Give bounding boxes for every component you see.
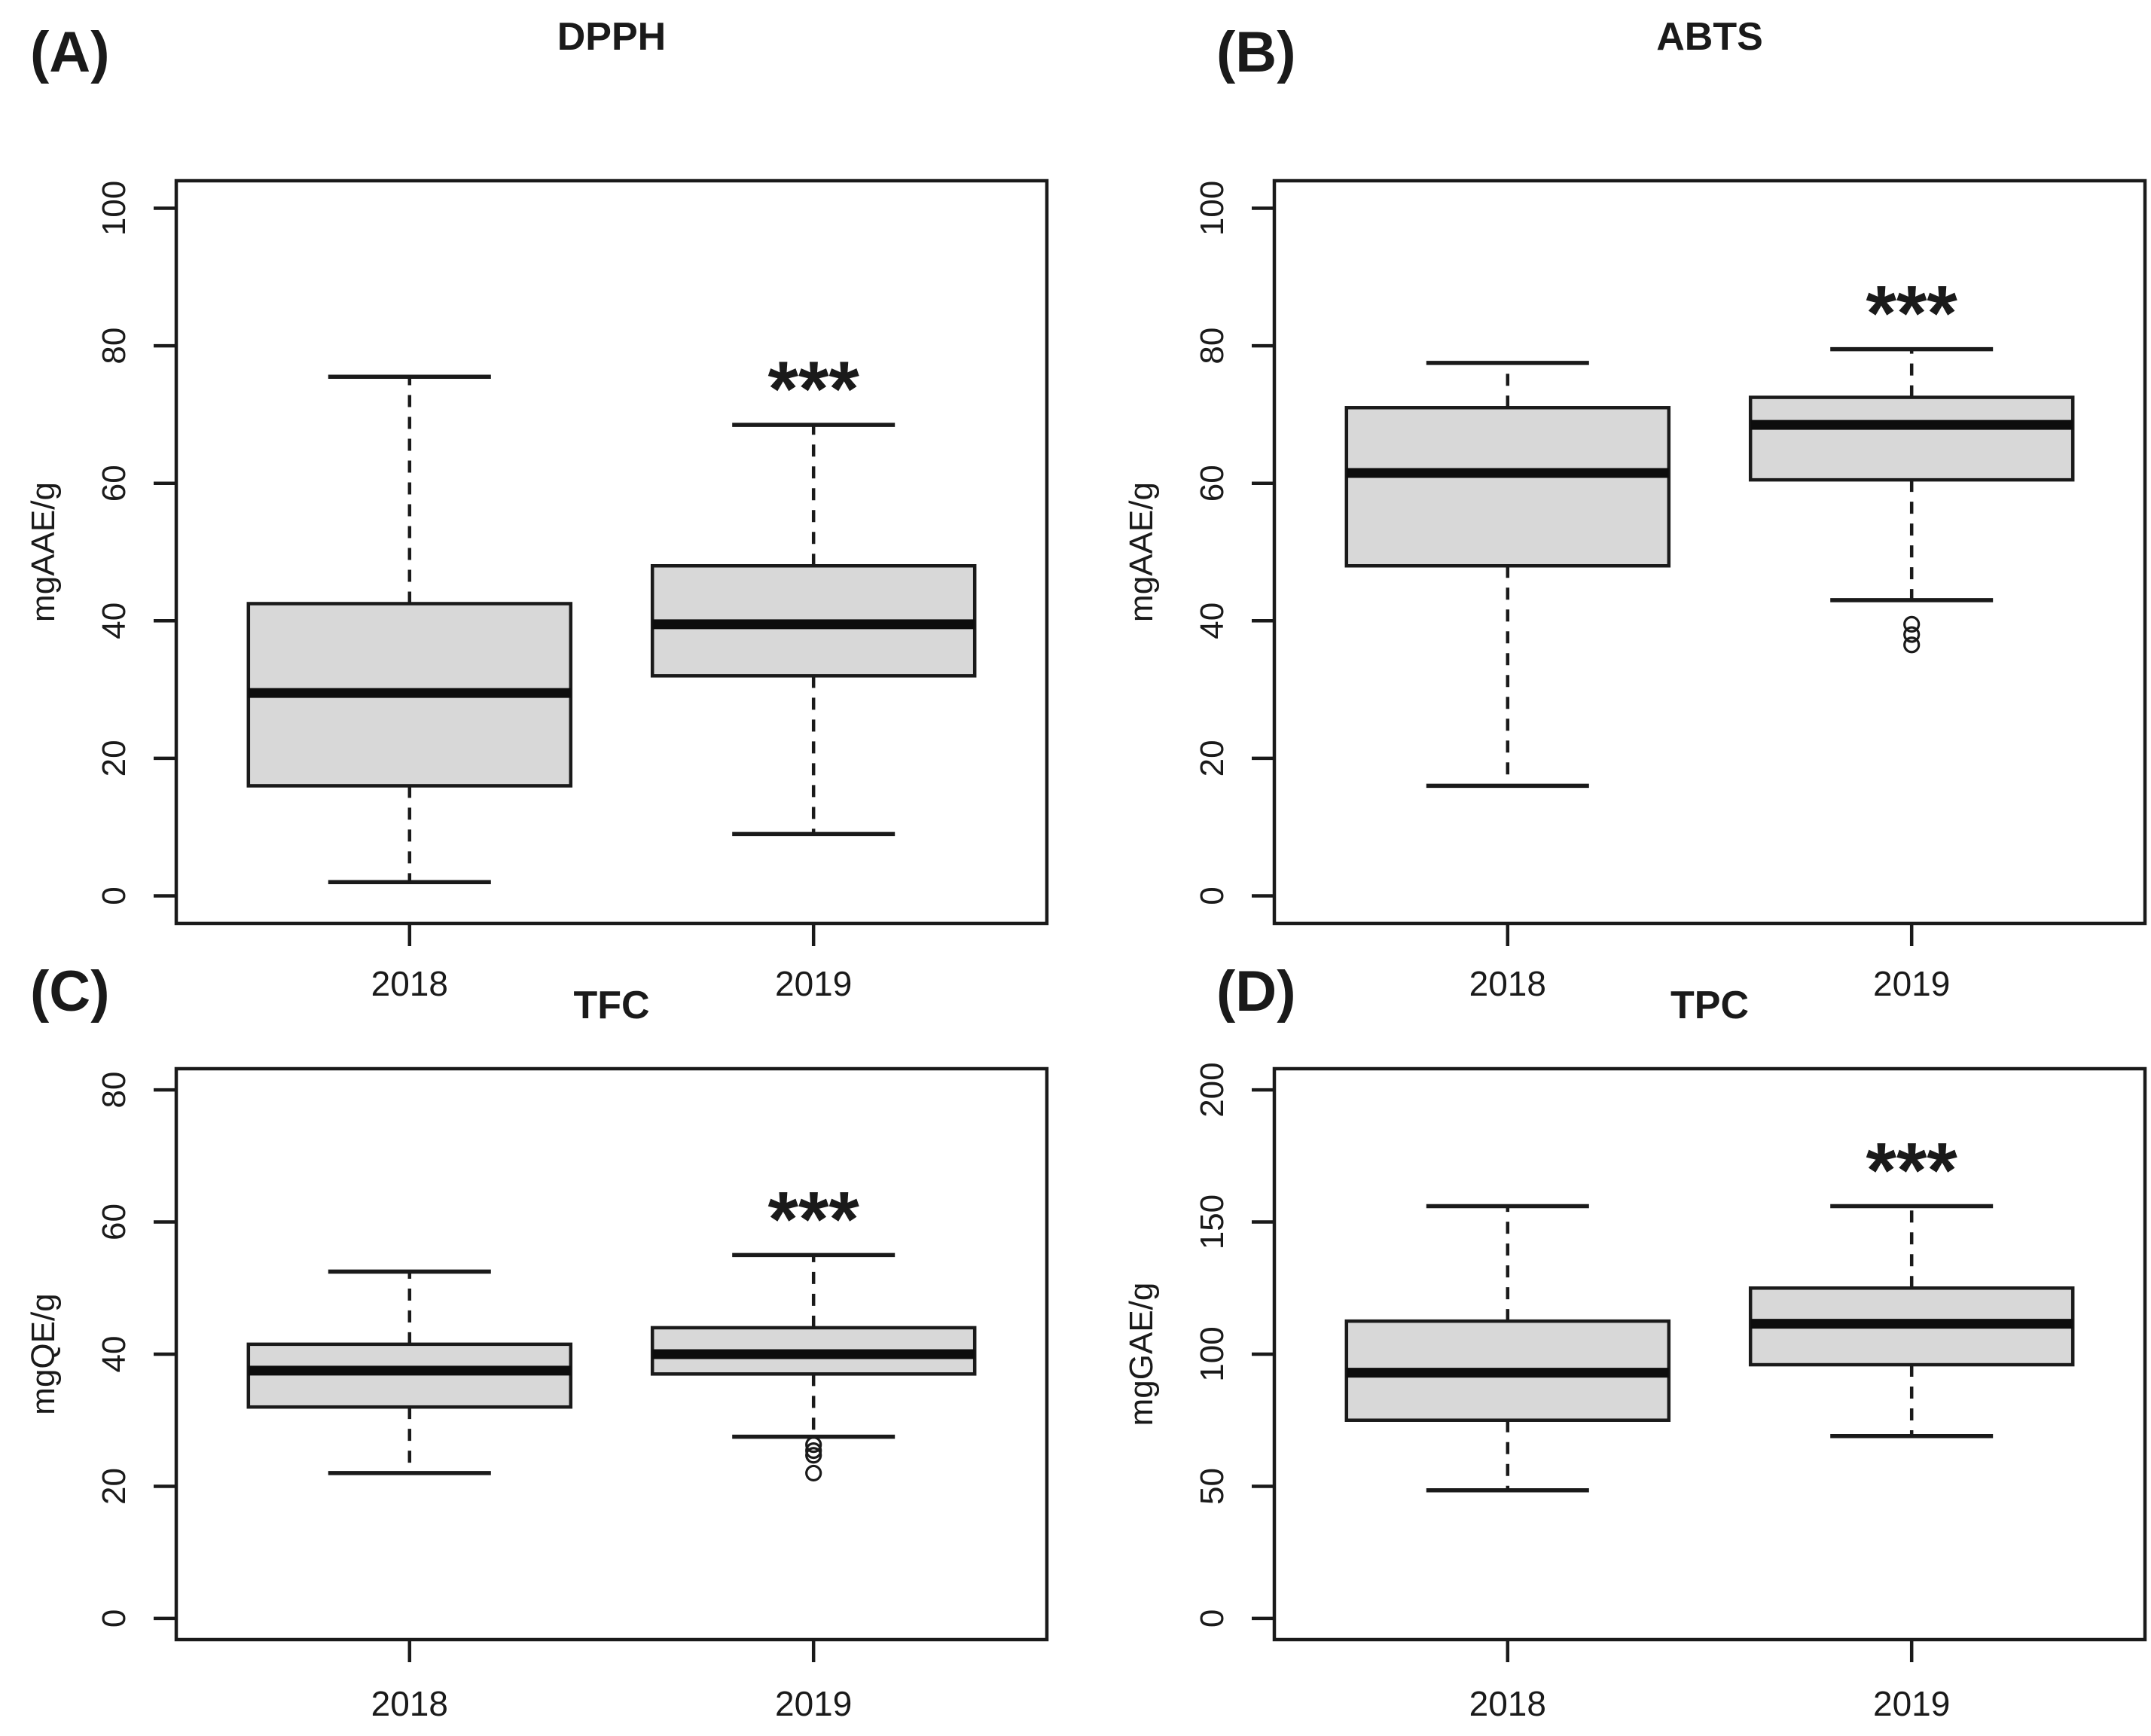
panel-label: (A) [30,20,110,84]
panel-title: TPC [1670,984,1749,1027]
y-tick-label: 20 [1194,740,1231,776]
significance-stars: *** [767,1176,859,1263]
y-tick-label: 0 [1194,886,1231,905]
panel-D: (D) TPC 0 50 100 150 200 mgGAE/g 2018 2019 *** [1123,960,2147,1723]
box-group-2018: 2018 [1344,1204,1671,1723]
significance-stars: *** [767,346,859,433]
iqr-box [1748,395,2075,482]
outlier-point [1903,636,1921,654]
y-tick-label: 80 [96,1072,133,1109]
panel-C: (C) TFC 0 20 40 60 80 mgQE/g 2018 2019 *** [25,960,1049,1723]
y-axis-label: mgAAE/g [1123,482,1160,622]
box-group-2019: 2019 *** [1748,270,2075,1003]
outlier-point [1903,615,1921,633]
y-axis-label: mgGAE/g [1123,1283,1160,1426]
panel-B: (B) ABTS 0 20 40 60 80 100 mgAAE/g 2018 2019 *** [1123,15,2147,1003]
x-tick-label: 2018 [371,964,448,1003]
x-tick-label: 2019 [1873,1684,1950,1723]
outlier-point [805,1447,822,1464]
box-group-2019: 2019 *** [650,1176,977,1723]
y-tick-label: 60 [96,1204,133,1240]
y-tick-label: 100 [1194,181,1231,236]
outlier-point [805,1464,822,1482]
plot-frame [1272,178,2147,926]
y-tick-label: 20 [96,1468,133,1505]
box-group-2019: 2019 *** [650,346,977,1003]
y-tick-label: 60 [96,465,133,502]
outlier-point [1903,626,1921,643]
y-tick-label: 40 [96,1336,133,1373]
panel-title: ABTS [1656,15,1763,59]
panel-label: (B) [1216,20,1296,84]
y-axis-label: mgAAE/g [25,482,62,622]
y-tick-label: 50 [1194,1468,1231,1505]
significance-stars: *** [1866,1127,1957,1214]
box-group-2018: 2018 [246,1269,573,1723]
outlier-point [805,1436,822,1454]
y-tick-label: 40 [96,603,133,639]
box-group-2019: 2019 *** [1748,1127,2075,1723]
y-tick-label: 40 [1194,603,1231,639]
iqr-box [1344,406,1671,568]
plot-frame [174,178,1049,926]
x-tick-label: 2019 [775,1684,852,1723]
y-tick-label: 0 [1194,1609,1231,1628]
iqr-box [246,1342,573,1409]
x-tick-label: 2018 [1469,1684,1546,1723]
y-tick-label: 80 [1194,328,1231,365]
y-axis-label: mgQE/g [25,1293,62,1414]
box-group-2018: 2018 [1344,361,1671,1003]
y-tick-label: 150 [1194,1194,1231,1249]
y-tick-label: 80 [96,328,133,365]
outlier-point [805,1442,822,1460]
y-tick-label: 100 [96,181,133,236]
y-tick-label: 20 [96,740,133,776]
significance-stars: *** [1866,270,1957,358]
y-tick-label: 0 [96,886,133,905]
x-tick-label: 2019 [1873,964,1950,1003]
y-tick-label: 0 [96,1609,133,1628]
x-tick-label: 2018 [1469,964,1546,1003]
box-group-2018: 2018 [246,374,573,1003]
x-tick-label: 2019 [775,964,852,1003]
y-tick-label: 100 [1194,1326,1231,1381]
panel-label: (C) [30,960,110,1024]
panel-A: (A) DPPH 0 20 40 60 80 100 mgAAE/g 2018 2019 *** [25,15,1049,1003]
panel-title: TFC [573,984,649,1027]
x-tick-label: 2018 [371,1684,448,1723]
y-tick-label: 200 [1194,1062,1231,1117]
panel-label: (D) [1216,960,1296,1024]
panel-title: DPPH [557,15,666,59]
y-tick-label: 60 [1194,465,1231,502]
